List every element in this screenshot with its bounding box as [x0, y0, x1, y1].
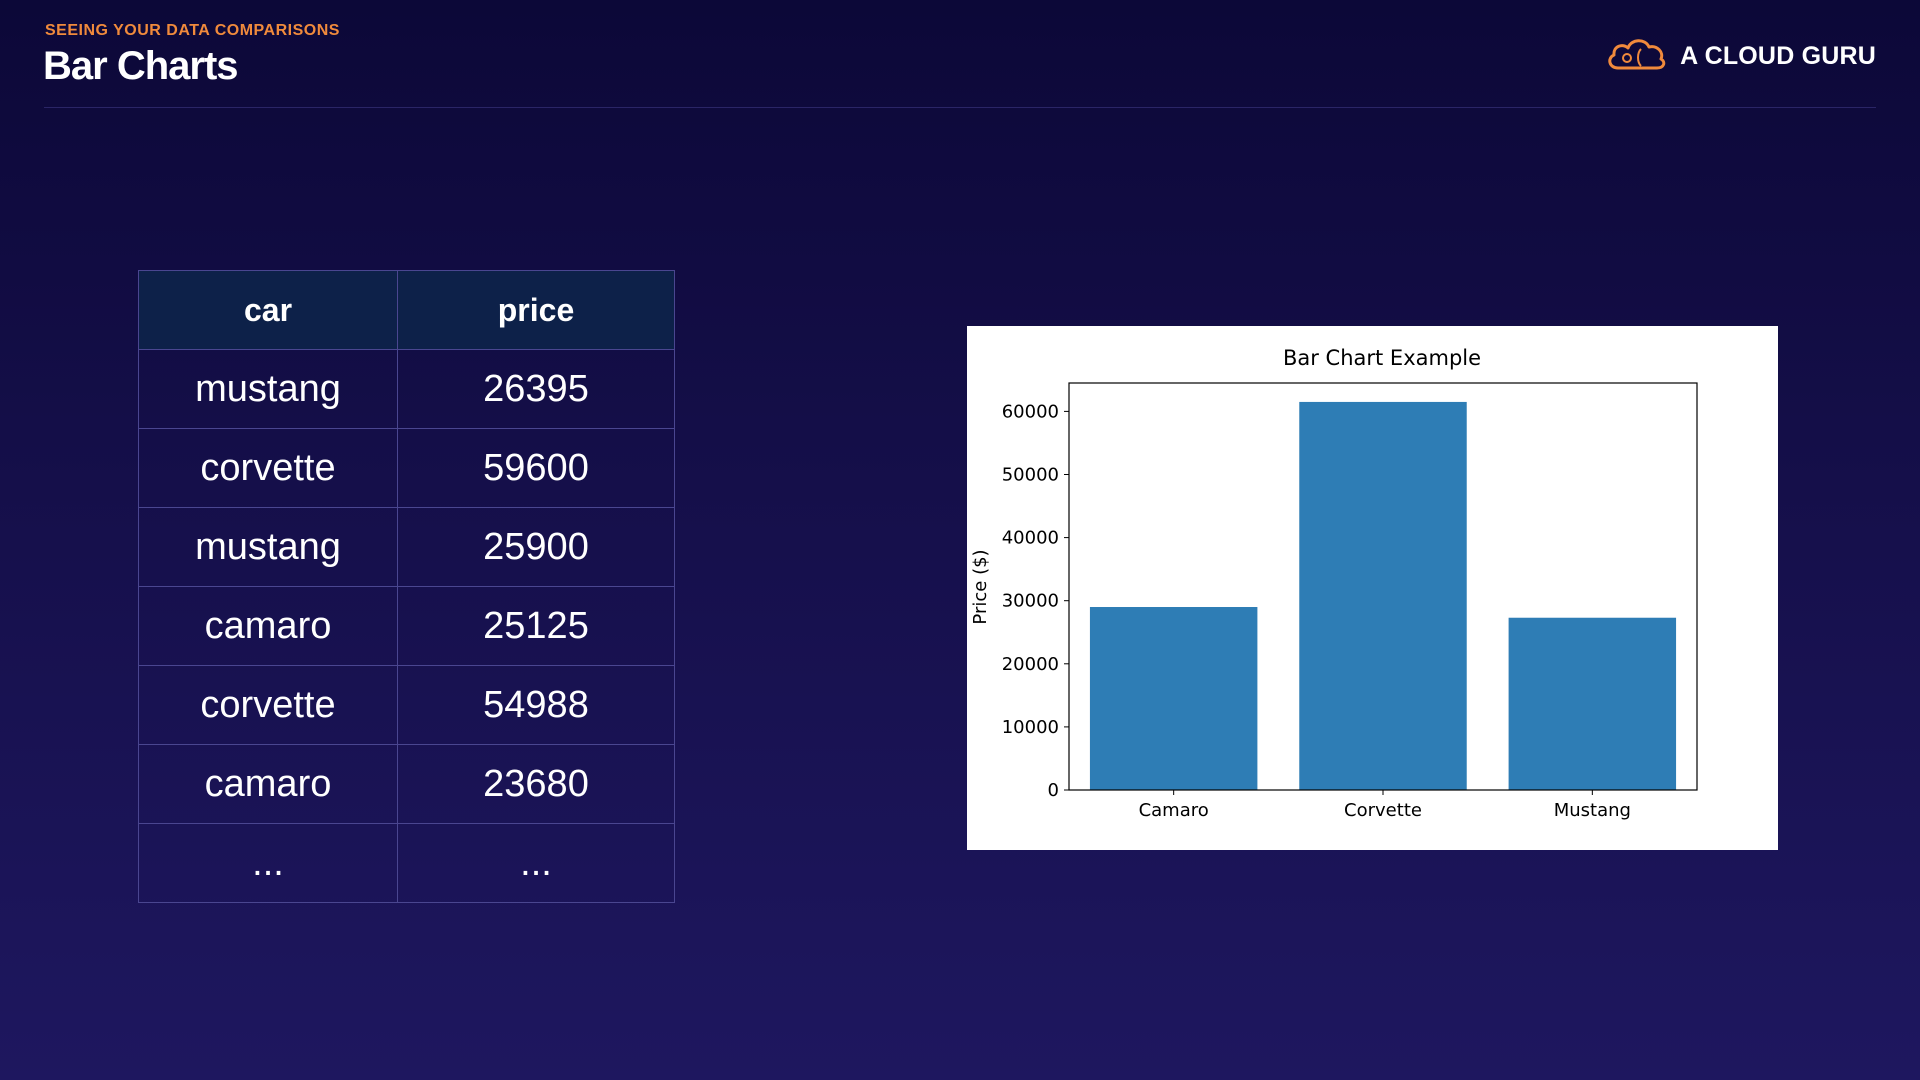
- y-axis-label: Price ($): [970, 549, 991, 624]
- cell-price: ...: [397, 823, 675, 903]
- bar-corvette: [1299, 401, 1467, 790]
- cell-price: 54988: [397, 665, 675, 745]
- y-tick-label: 30000: [1002, 591, 1059, 612]
- y-tick-label: 40000: [1002, 528, 1059, 549]
- cell-price: 23680: [397, 744, 675, 824]
- plot-frame: [1068, 382, 1698, 791]
- x-tick-label: Camaro: [1139, 800, 1209, 821]
- bar-camaro: [1089, 607, 1258, 790]
- cell-car: mustang: [138, 507, 398, 587]
- table-row: camaro 25125: [138, 586, 675, 666]
- y-tick-label: 10000: [1002, 717, 1059, 738]
- table-header-row: car price: [138, 270, 675, 350]
- chart-title: Bar Chart Example: [1283, 346, 1481, 370]
- cell-price: 26395: [397, 349, 675, 429]
- table-row: ... ...: [138, 823, 675, 903]
- cell-price: 59600: [397, 428, 675, 508]
- cell-car: mustang: [138, 349, 398, 429]
- cell-car: camaro: [138, 586, 398, 666]
- column-header-price: price: [397, 270, 675, 350]
- y-tick-label: 60000: [1002, 401, 1059, 422]
- bar-chart: Bar Chart Example Camaro Corvette Mustang 0…: [970, 346, 1698, 821]
- cell-price: 25125: [397, 586, 675, 666]
- brand: A CLOUD GURU: [1604, 34, 1876, 79]
- y-tick-label: 20000: [1002, 654, 1059, 675]
- bar-chart-panel: Bar Chart Example Camaro Corvette Mustang 0…: [967, 326, 1778, 850]
- bar-mustang: [1508, 617, 1677, 790]
- cell-car: corvette: [138, 428, 398, 508]
- table-row: mustang 26395: [138, 349, 675, 429]
- cell-car: camaro: [138, 744, 398, 824]
- table-row: mustang 25900: [138, 507, 675, 587]
- y-tick-label: 0: [1048, 780, 1059, 801]
- x-tick-label: Corvette: [1344, 800, 1422, 821]
- y-tick-label: 50000: [1002, 464, 1059, 485]
- cloud-logo-icon: [1604, 34, 1668, 79]
- table-row: camaro 23680: [138, 744, 675, 824]
- table-row: corvette 59600: [138, 428, 675, 508]
- section-eyebrow: SEEING YOUR DATA COMPARISONS: [45, 22, 340, 39]
- brand-name: A CLOUD GURU: [1680, 42, 1876, 70]
- column-header-car: car: [138, 270, 398, 350]
- cell-price: 25900: [397, 507, 675, 587]
- table-row: corvette 54988: [138, 665, 675, 745]
- cell-car: corvette: [138, 665, 398, 745]
- header-divider: [44, 107, 1876, 108]
- x-tick-label: Mustang: [1554, 800, 1631, 821]
- page-title: Bar Charts: [43, 44, 239, 88]
- car-price-table: car price mustang 26395 corvette 59600 m…: [138, 270, 675, 903]
- cell-car: ...: [138, 823, 398, 903]
